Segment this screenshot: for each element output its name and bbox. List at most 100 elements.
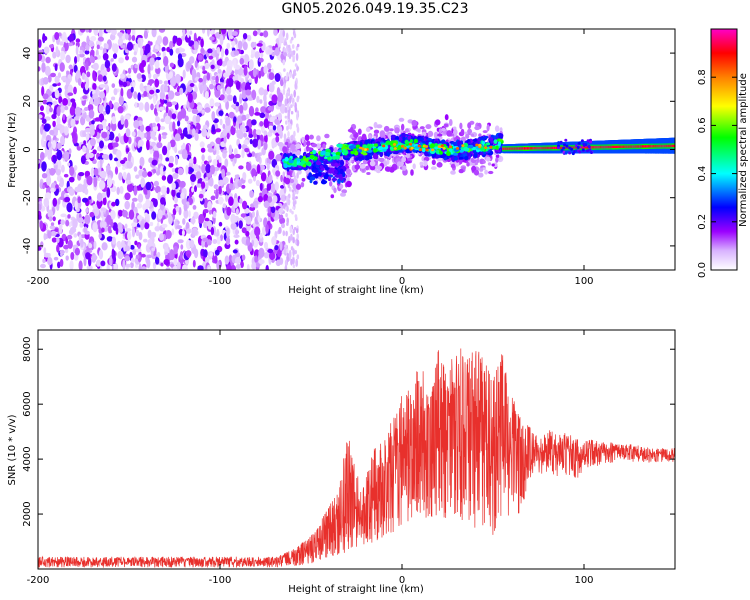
heatmap-cell bbox=[290, 104, 293, 108]
heatmap-cell bbox=[289, 123, 292, 129]
heatmap-cell bbox=[164, 251, 168, 256]
heatmap-cell bbox=[103, 43, 107, 49]
heatmap-cell bbox=[168, 162, 174, 168]
heatmap-cell bbox=[131, 35, 136, 41]
heatmap-cell bbox=[308, 172, 313, 177]
heatmap-cell bbox=[335, 154, 340, 160]
heatmap-cell bbox=[98, 104, 104, 114]
heatmap-cell bbox=[138, 139, 144, 147]
heatmap-cell bbox=[106, 236, 113, 242]
heatmap-cell bbox=[179, 251, 184, 260]
heatmap-cell bbox=[163, 56, 169, 67]
heatmap-cell bbox=[206, 72, 211, 81]
heatmap-cell bbox=[198, 193, 204, 199]
heatmap-cell bbox=[79, 49, 83, 55]
heatmap-cell bbox=[112, 53, 118, 59]
heatmap-cell bbox=[427, 130, 434, 137]
heatmap-cell bbox=[320, 179, 327, 185]
heatmap-cell bbox=[59, 258, 64, 267]
heatmap-cell bbox=[84, 75, 88, 83]
heatmap-cell bbox=[62, 113, 66, 121]
heatmap-cell bbox=[150, 103, 154, 111]
heatmap-cell bbox=[176, 37, 183, 46]
heatmap-cell bbox=[189, 30, 193, 35]
heatmap-cell bbox=[197, 36, 201, 41]
heatmap-cell bbox=[431, 159, 436, 166]
heatmap-cell bbox=[319, 165, 324, 169]
heatmap-cell bbox=[238, 220, 243, 229]
heatmap-cell bbox=[139, 82, 144, 92]
heatmap-cell bbox=[134, 102, 138, 108]
heatmap-cell bbox=[105, 29, 112, 33]
heatmap-cell bbox=[117, 250, 124, 260]
heatmap-cell bbox=[218, 185, 222, 195]
heatmap-cell bbox=[415, 128, 421, 132]
heatmap-cell bbox=[259, 112, 266, 119]
heatmap-cell bbox=[245, 215, 252, 225]
heatmap-cell bbox=[474, 125, 481, 131]
heatmap-cell bbox=[334, 162, 339, 168]
heatmap-cell bbox=[141, 170, 148, 178]
heatmap-cell bbox=[144, 222, 150, 230]
heatmap-cell bbox=[54, 63, 58, 72]
heatmap-cell bbox=[130, 257, 135, 264]
heatmap-cell bbox=[490, 140, 494, 144]
heatmap-cell bbox=[209, 30, 214, 35]
heatmap-cell bbox=[155, 256, 160, 265]
heatmap-cell bbox=[84, 127, 92, 133]
heatmap-cell bbox=[160, 197, 166, 205]
heatmap-cell bbox=[386, 166, 391, 172]
heatmap-cell bbox=[287, 44, 291, 49]
heatmap-cell bbox=[52, 100, 58, 106]
heatmap-cell bbox=[137, 92, 141, 102]
heatmap-cell bbox=[296, 97, 300, 103]
heatmap-cell bbox=[190, 217, 196, 224]
heatmap-cell bbox=[293, 89, 297, 98]
heatmap-cell bbox=[407, 157, 411, 161]
heatmap-cell bbox=[482, 160, 486, 164]
heatmap-cell bbox=[86, 175, 93, 186]
heatmap-cell bbox=[130, 86, 134, 93]
heatmap-cell bbox=[293, 70, 296, 75]
heatmap-cell bbox=[111, 116, 117, 125]
heatmap-cell bbox=[159, 106, 165, 111]
heatmap-cell bbox=[292, 228, 296, 235]
heatmap-cell bbox=[133, 43, 139, 54]
heatmap-cell bbox=[112, 142, 119, 148]
heatmap-cell bbox=[290, 246, 294, 251]
heatmap-cell bbox=[228, 153, 235, 159]
heatmap-cell bbox=[373, 143, 378, 147]
heatmap-cell bbox=[227, 94, 233, 102]
heatmap-cell bbox=[400, 144, 405, 148]
heatmap-cell bbox=[189, 168, 194, 173]
heatmap-cell bbox=[156, 251, 161, 258]
heatmap-cell bbox=[226, 132, 230, 140]
heatmap-cell bbox=[165, 94, 169, 100]
heatmap-cell bbox=[84, 188, 89, 196]
heatmap-cell bbox=[455, 135, 459, 140]
heatmap-cell bbox=[92, 70, 96, 81]
heatmap-cell bbox=[393, 147, 397, 150]
heatmap-cell bbox=[198, 77, 203, 83]
heatmap-cell bbox=[242, 200, 248, 210]
heatmap-cell bbox=[247, 97, 253, 101]
heatmap-cell bbox=[285, 120, 288, 125]
heatmap-cell bbox=[264, 133, 268, 144]
heatmap-cell bbox=[60, 252, 63, 257]
heatmap-cell bbox=[248, 78, 253, 83]
heatmap-cell bbox=[235, 264, 241, 269]
heatmap-cell bbox=[385, 140, 391, 145]
heatmap-cell bbox=[165, 267, 171, 270]
heatmap-cell bbox=[464, 156, 469, 161]
heatmap-cell bbox=[243, 54, 250, 65]
heatmap-cell bbox=[252, 138, 259, 148]
heatmap-cell bbox=[210, 226, 215, 236]
heatmap-cell bbox=[127, 34, 132, 41]
heatmap-cell bbox=[128, 209, 135, 220]
heatmap-cell bbox=[74, 106, 82, 117]
heatmap-cell bbox=[118, 172, 123, 181]
heatmap-cell bbox=[65, 219, 70, 227]
heatmap-cell bbox=[114, 166, 119, 175]
heatmap-cell bbox=[282, 230, 286, 237]
heatmap-cell bbox=[215, 137, 222, 145]
